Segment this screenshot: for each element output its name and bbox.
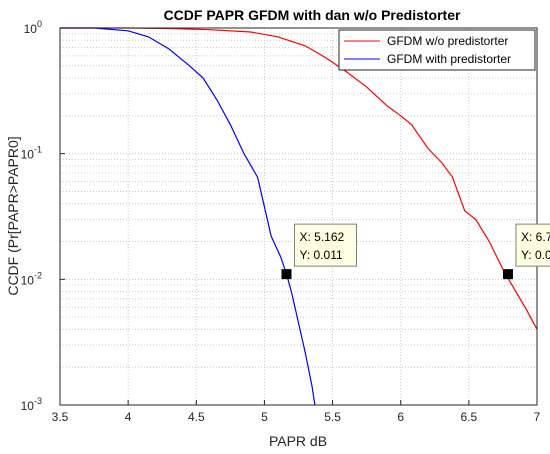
data-tip-2: X: 6.787 Y: 0.011 <box>502 223 550 280</box>
y-axis-label: CCDF (Pr[PAPR>PAPR0] <box>5 136 21 295</box>
chart-title: CCDF PAPR GFDM with dan w/o Predistorter <box>164 7 461 23</box>
data-tip-marker <box>281 269 292 280</box>
x-tick-label: 5 <box>261 410 268 424</box>
data-tip-y-text: Y: 0.011 <box>300 248 343 262</box>
series-line-2 <box>60 27 316 406</box>
y-tick-label: 10-1 <box>21 145 42 162</box>
data-tips: X: 5.162 Y: 0.011 X: 6.787 Y: 0.011 <box>281 223 550 280</box>
y-tick-label: 10-2 <box>21 270 42 287</box>
x-tick-label: 3.5 <box>52 410 69 424</box>
series-line-1 <box>60 27 538 330</box>
axis-ticks: 3.5 4 4.5 5 5.5 6 6.5 7 100 10-1 10-2 10-3 <box>21 19 541 424</box>
y-tick-label: 10-3 <box>21 396 42 413</box>
legend-label-series-2: GFDM with predistorter <box>387 52 511 66</box>
plot-frame <box>59 27 538 406</box>
data-tip-box <box>294 223 358 267</box>
legend-label-series-1: GFDM w/o predistorter <box>387 34 508 48</box>
data-tip-box <box>515 223 550 267</box>
data-tip-marker <box>502 269 513 280</box>
x-tick-label: 5.5 <box>324 410 341 424</box>
series-lines <box>60 27 538 406</box>
x-tick-label: 7 <box>534 410 541 424</box>
x-tick-label: 6.5 <box>461 410 478 424</box>
x-tick-label: 4.5 <box>188 410 205 424</box>
y-tick-label: 100 <box>24 19 42 36</box>
grid <box>60 28 537 405</box>
legend-box <box>338 29 536 71</box>
x-tick-label: 4 <box>125 410 132 424</box>
x-axis-label: PAPR dB <box>269 433 327 449</box>
data-tip-x-text: X: 5.162 <box>300 230 345 244</box>
data-tip-1: X: 5.162 Y: 0.011 <box>281 223 358 280</box>
x-tick-label: 6 <box>397 410 404 424</box>
data-tip-y-text: Y: 0.011 <box>521 248 550 262</box>
legend: GFDM w/o predistorter GFDM with predisto… <box>338 29 536 71</box>
data-tip-x-text: X: 6.787 <box>521 230 550 244</box>
